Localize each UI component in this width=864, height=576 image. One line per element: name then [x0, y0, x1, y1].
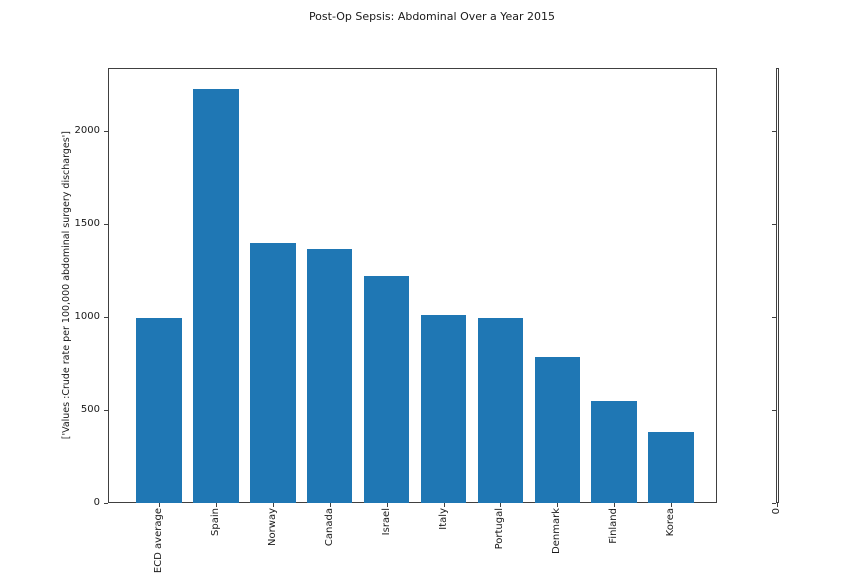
- x-tick-label-denmark: Denmark: [551, 508, 563, 554]
- bar-denmark: [534, 357, 581, 503]
- x-tick-label-spain: Spain: [209, 508, 221, 536]
- x-tick-label-finland: Finland: [608, 508, 620, 544]
- bar-portugal: [477, 318, 524, 503]
- x-tick-mark: [500, 503, 502, 507]
- secondary-x-tick-label: 0: [771, 508, 782, 515]
- secondary-x-tick-mark: [777, 503, 778, 507]
- x-tick-mark: [159, 503, 160, 507]
- x-tick-mark: [443, 503, 445, 507]
- bar-finland: [591, 400, 637, 503]
- secondary-y-tick-mark: [772, 317, 776, 319]
- y-tick-label: 500: [80, 404, 100, 416]
- x-tick-mark: [671, 503, 673, 507]
- y-tick-label: 1500: [74, 218, 100, 230]
- secondary-y-tick-mark: [772, 410, 776, 412]
- x-tick-label-italy: Italy: [437, 508, 449, 530]
- x-tick-mark: [614, 503, 616, 507]
- x-tick-label-ecd-average: ECD average: [153, 508, 164, 574]
- secondary-axis: [776, 68, 779, 503]
- x-tick-mark: [557, 503, 559, 507]
- x-tick-label-israel: Israel: [380, 508, 392, 536]
- x-tick-mark: [272, 503, 274, 507]
- y-tick-label: 2000: [74, 125, 100, 137]
- bar-spain: [193, 89, 239, 503]
- y-tick-mark: [104, 224, 108, 226]
- x-tick-mark: [329, 503, 331, 507]
- y-tick-mark: [104, 317, 108, 319]
- x-tick-label-canada: Canada: [323, 508, 335, 547]
- y-tick-label: 0: [93, 497, 100, 508]
- secondary-y-tick-mark: [772, 224, 776, 226]
- secondary-y-tick-mark: [772, 131, 776, 133]
- x-tick-label-portugal: Portugal: [494, 508, 506, 550]
- y-tick-mark: [104, 410, 108, 412]
- bar-korea: [648, 432, 694, 503]
- x-tick-label-korea: Korea: [665, 508, 677, 537]
- y-tick-label: 1000: [74, 311, 100, 323]
- bar-norway: [250, 242, 296, 503]
- bar-ecd-average: [136, 318, 182, 503]
- secondary-y-tick-mark: [772, 503, 776, 504]
- x-tick-label-norway: Norway: [266, 508, 278, 546]
- x-tick-mark: [386, 503, 388, 507]
- y-axis-label: ['Values :Crude rate per 100,000 abdomin…: [60, 131, 72, 440]
- x-tick-mark: [215, 503, 217, 507]
- chart-title: Post-Op Sepsis: Abdominal Over a Year 20…: [308, 10, 556, 23]
- bar-israel: [363, 276, 410, 503]
- y-tick-mark: [104, 131, 108, 133]
- bar-italy: [420, 315, 467, 503]
- y-tick-mark: [104, 503, 108, 504]
- bar-canada: [306, 249, 353, 503]
